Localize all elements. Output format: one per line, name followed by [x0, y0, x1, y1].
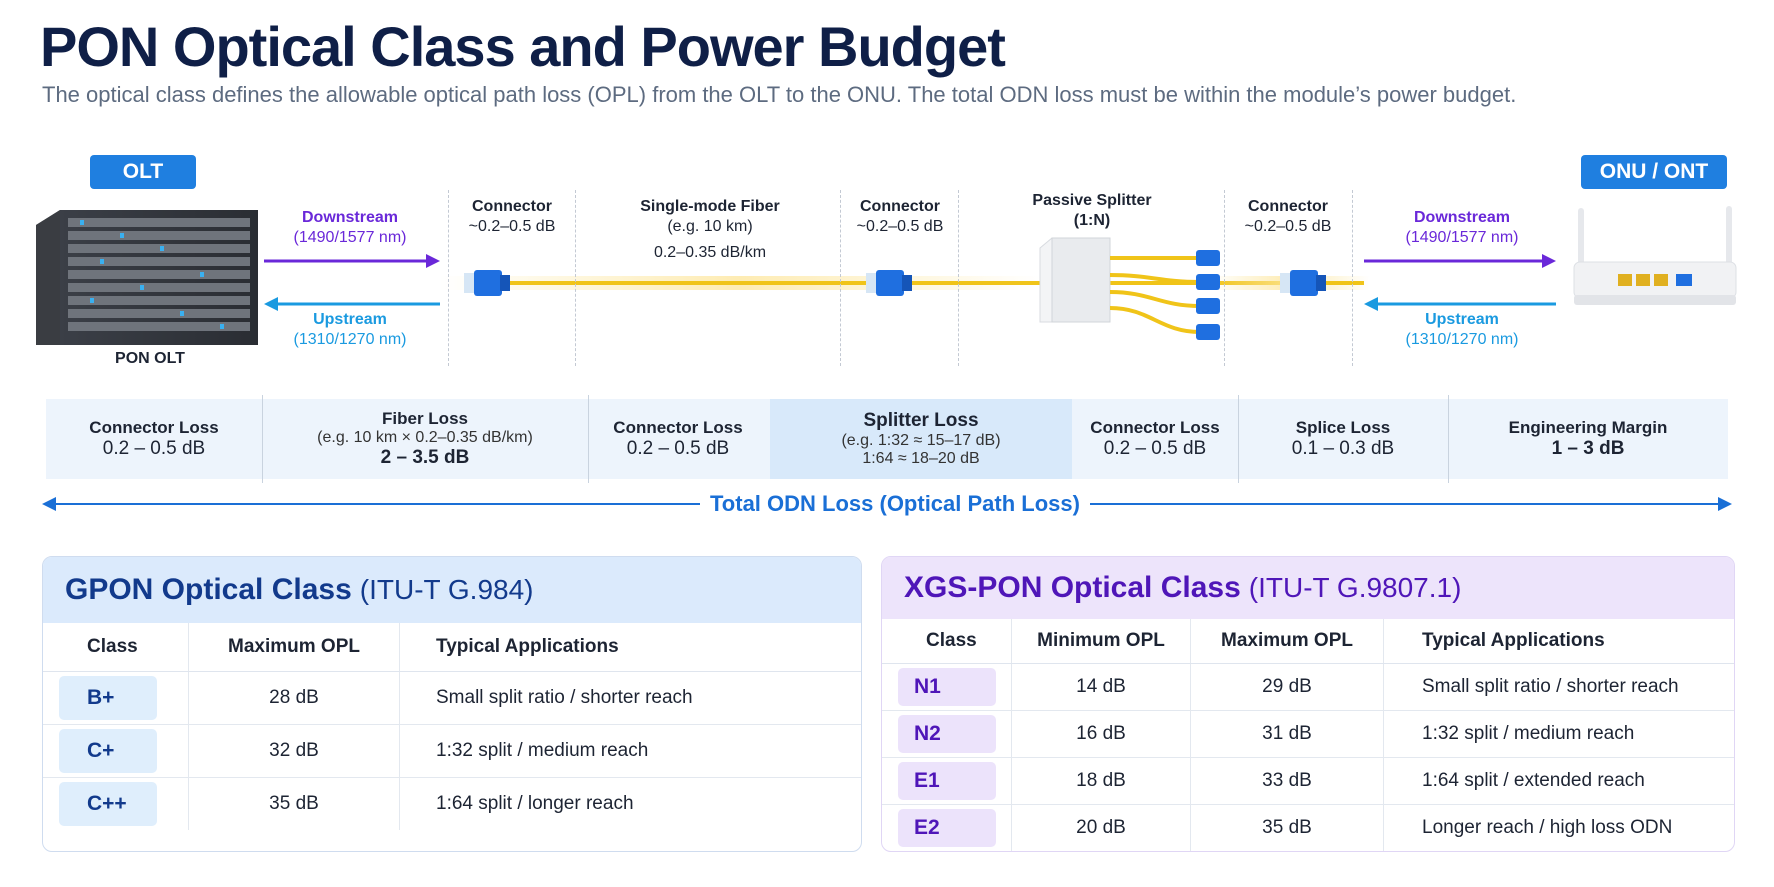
splitter-icon	[1039, 237, 1220, 340]
loss-cell-connector-2: Connector Loss 0.2 – 0.5 dB	[613, 418, 743, 459]
page-title: PON Optical Class and Power Budget	[40, 15, 1006, 78]
xgspon-table: Class Minimum OPL Maximum OPL Typical Ap…	[882, 619, 1734, 851]
splitter-label: Passive Splitter (1:N)	[1032, 192, 1152, 229]
table-row: N1 14 dB 29 dB Small split ratio / short…	[882, 663, 1734, 711]
separator	[1352, 190, 1353, 366]
table-row: N2 16 dB 31 dB 1:32 split / medium reach	[882, 710, 1734, 758]
table-row: C+ 32 dB 1:32 split / medium reach	[43, 724, 861, 778]
upstream-arrow-icon	[264, 297, 278, 311]
upstream-label-right: Upstream (1310/1270 nm)	[1405, 311, 1519, 348]
loss-cell-connector-1: Connector Loss 0.2 – 0.5 dB	[89, 418, 219, 459]
gpon-table: Class Maximum OPL Typical Applications B…	[43, 623, 861, 830]
connector-label-3: Connector ~0.2–0.5 dB	[1244, 198, 1332, 235]
separator	[448, 190, 449, 366]
upstream-arrow-right-icon	[1364, 297, 1378, 311]
connector-2-icon	[866, 270, 912, 296]
upstream-label-left: Upstream (1310/1270 nm)	[293, 311, 407, 348]
olt-badge: OLT	[90, 155, 196, 189]
loss-cell-splice: Splice Loss 0.1 – 0.3 dB	[1291, 418, 1395, 459]
table-row: E1 18 dB 33 dB 1:64 split / extended rea…	[882, 757, 1734, 805]
connector-1-icon	[464, 270, 510, 296]
page-subtitle: The optical class defines the allowable …	[42, 82, 1517, 107]
downstream-arrow-right-icon	[1542, 254, 1556, 268]
downstream-arrow-icon	[426, 254, 440, 268]
fiber-label: Single-mode Fiber (e.g. 10 km) 0.2–0.35 dB…	[640, 198, 780, 261]
olt-caption: PON OLT	[115, 350, 185, 367]
separator	[958, 190, 959, 366]
table-row: C++ 35 dB 1:64 split / longer reach	[43, 777, 861, 830]
gpon-panel: GPON Optical Class (ITU-T G.984) Class Ma…	[42, 556, 862, 852]
olt-rack-icon	[36, 210, 258, 345]
loss-cell-margin: Engineering Margin 1 – 3 dB	[1508, 418, 1668, 459]
separator	[575, 190, 576, 366]
connector-label-2: Connector ~0.2–0.5 dB	[856, 198, 944, 235]
total-odn-label: Total ODN Loss (Optical Path Loss)	[700, 491, 1090, 517]
downstream-label-right: Downstream (1490/1577 nm)	[1405, 209, 1519, 246]
odn-diagram	[36, 206, 1737, 345]
loss-breakdown-bar: Connector Loss 0.2 – 0.5 dB Fiber Loss (…	[46, 395, 1728, 483]
downstream-label-left: Downstream (1490/1577 nm)	[293, 209, 407, 246]
separator	[1224, 190, 1225, 366]
onu-router-icon	[1573, 206, 1737, 305]
separator	[840, 190, 841, 366]
table-row: E2 20 dB 35 dB Longer reach / high loss …	[882, 804, 1734, 851]
loss-cell-splitter: Splitter Loss (e.g. 1:32 ≈ 15–17 dB) 1:6…	[770, 399, 1072, 479]
gpon-title: GPON Optical Class (ITU-T G.984)	[43, 557, 861, 623]
loss-cell-connector-3: Connector Loss 0.2 – 0.5 dB	[1090, 418, 1220, 459]
xgspon-title: XGS-PON Optical Class (ITU-T G.9807.1)	[882, 557, 1734, 619]
loss-cell-fiber: Fiber Loss (e.g. 10 km × 0.2–0.35 dB/km)…	[317, 409, 533, 468]
connector-3-icon	[1280, 270, 1326, 296]
xgspon-panel: XGS-PON Optical Class (ITU-T G.9807.1) Cl…	[881, 556, 1735, 852]
table-row: B+ 28 dB Small split ratio / shorter rea…	[43, 671, 861, 725]
onu-badge: ONU / ONT	[1581, 155, 1727, 189]
connector-label-1: Connector ~0.2–0.5 dB	[468, 198, 556, 235]
